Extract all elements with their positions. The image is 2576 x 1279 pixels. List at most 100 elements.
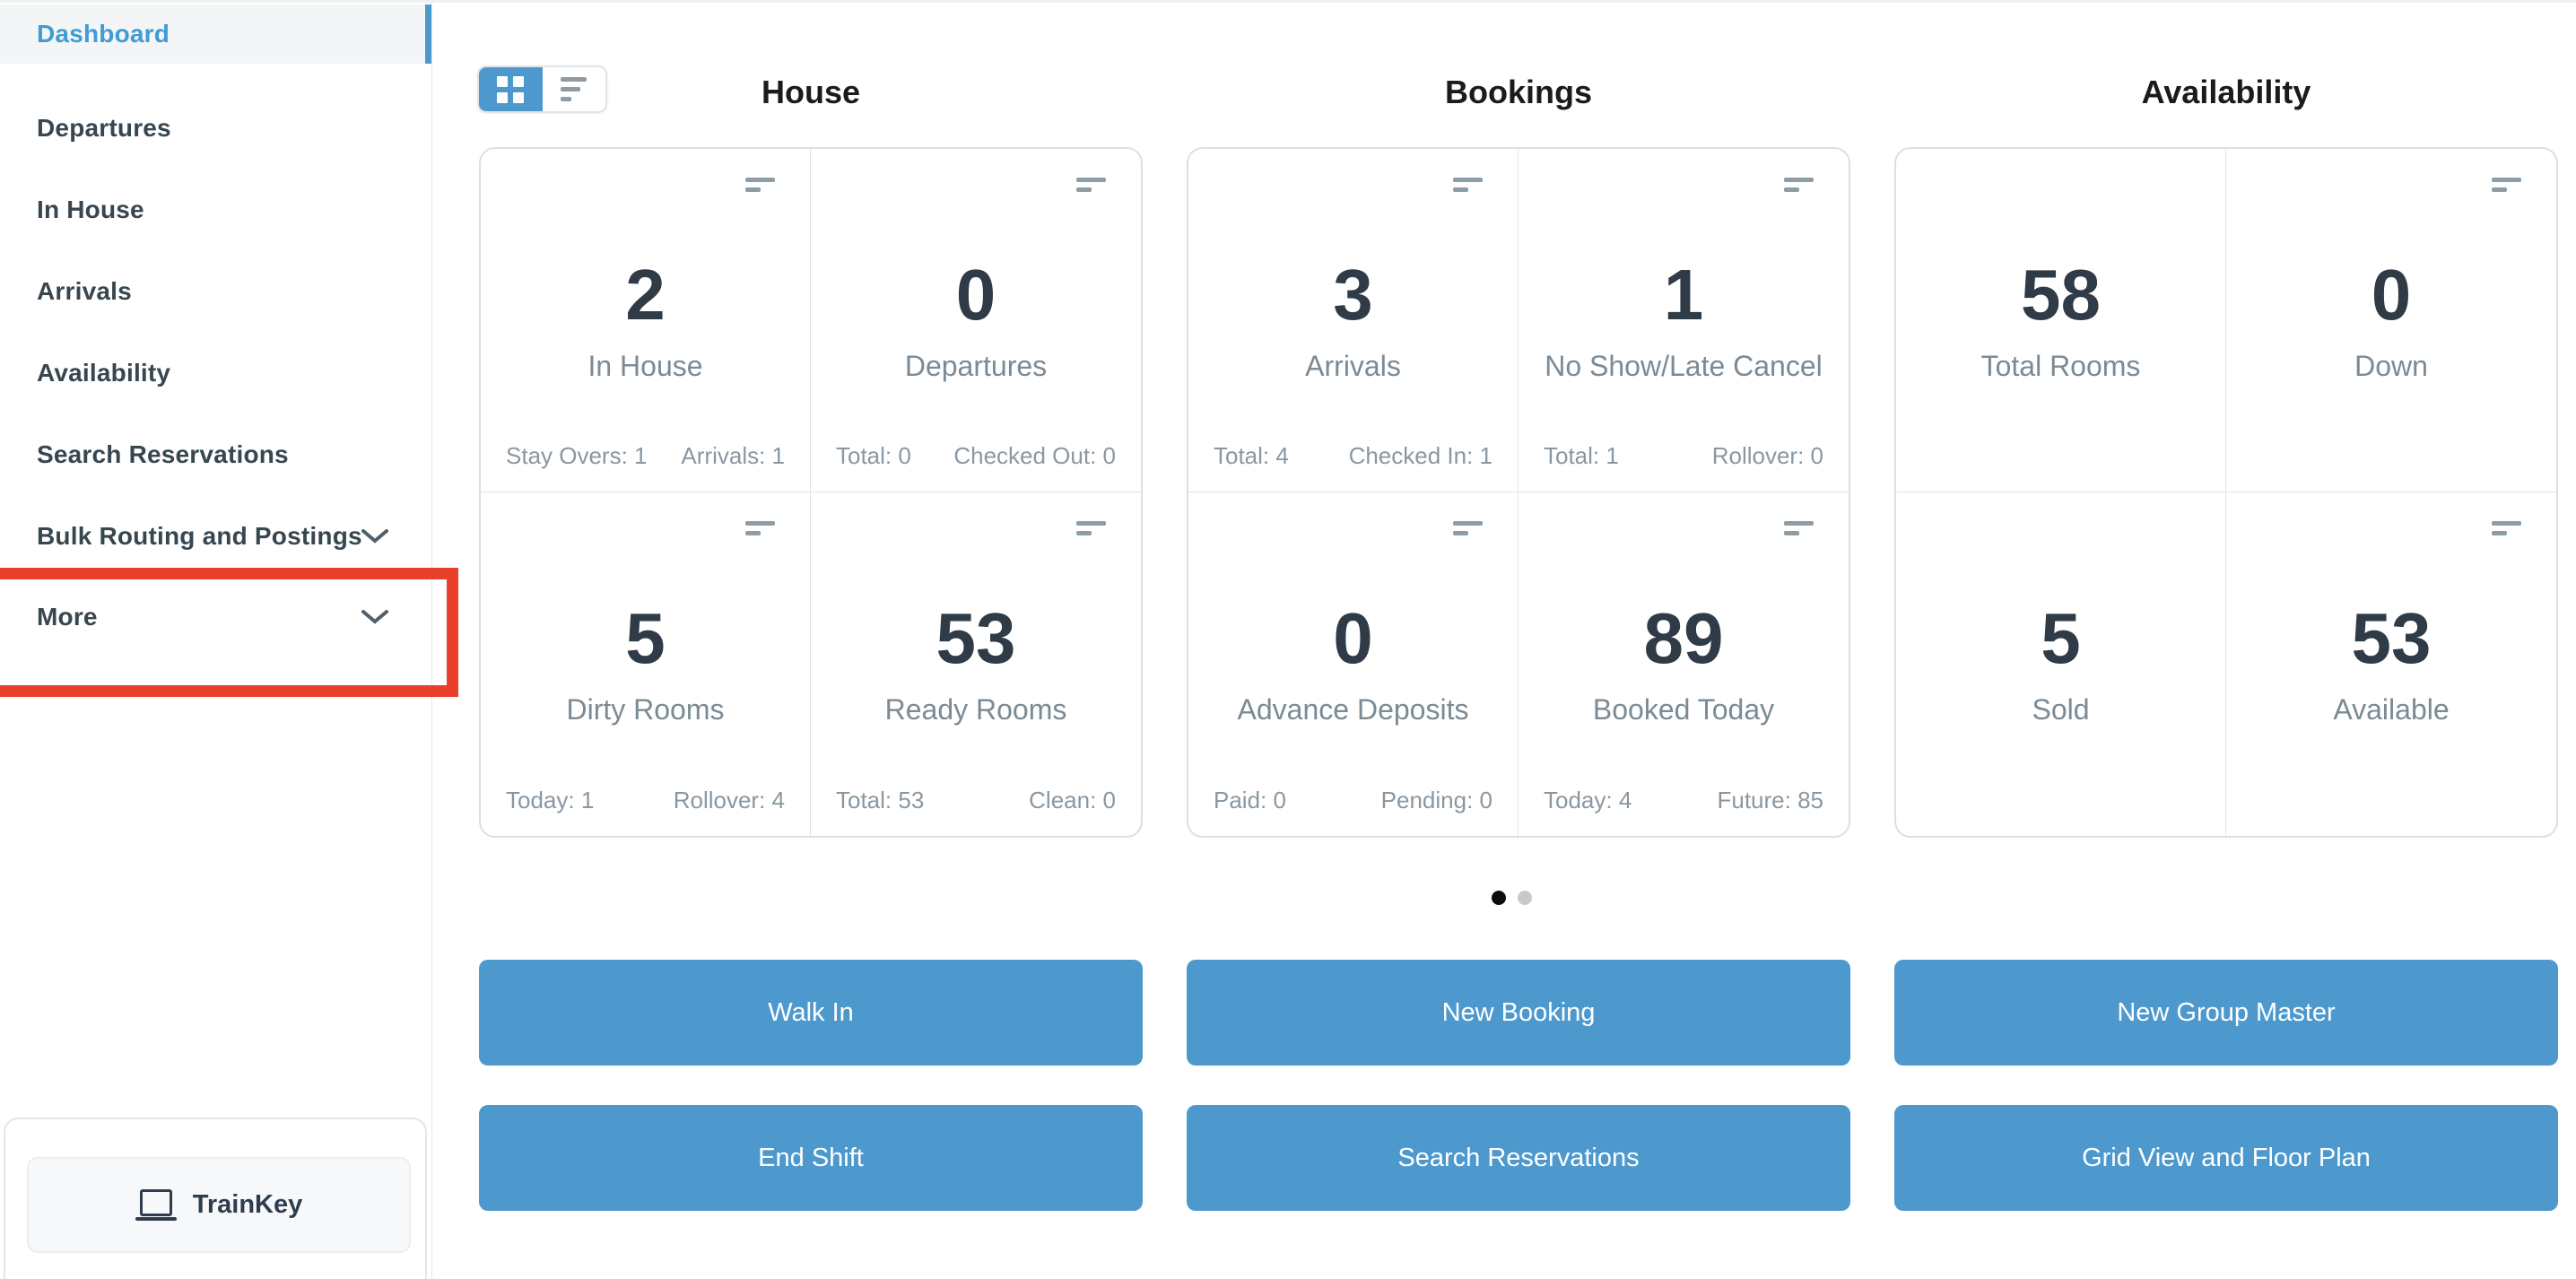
stat-card-arrivals[interactable]: 3 Arrivals Total: 4 Checked In: 1	[1188, 149, 1519, 492]
sidebar-item-label: In House	[37, 195, 144, 223]
grid-icon	[497, 75, 525, 103]
sidebar-item-label: Availability	[37, 358, 171, 387]
stat-label: Total Rooms	[1980, 350, 2141, 382]
stat-card-dirty-rooms[interactable]: 5 Dirty Rooms Today: 1 Rollover: 4	[481, 492, 811, 836]
stat-label: In House	[587, 350, 703, 382]
stat-label: Arrivals	[1305, 350, 1401, 382]
column-title-house: House	[761, 74, 861, 110]
view-toggle	[477, 65, 607, 113]
stat-card-in-house[interactable]: 2 In House Stay Overs: 1 Arrivals: 1	[481, 149, 811, 492]
trainkey-label: TrainKey	[192, 1190, 303, 1219]
card-menu-icon[interactable]	[1453, 178, 1483, 192]
end-shift-button[interactable]: End Shift	[479, 1105, 1143, 1211]
stat-card-booked-today[interactable]: 89 Booked Today Today: 4 Future: 85	[1519, 492, 1849, 836]
page-top-divider	[0, 0, 2576, 3]
stat-value: 1	[1663, 255, 1704, 335]
stat-detail-right: Checked Out: 0	[953, 442, 1116, 469]
sidebar-item-more[interactable]: More	[0, 576, 431, 657]
carousel-dot-1[interactable]	[1492, 891, 1506, 905]
chevron-down-icon	[361, 528, 388, 544]
sidebar-item-label: More	[37, 602, 98, 631]
sidebar-item-search-reservations[interactable]: Search Reservations	[0, 413, 431, 495]
stat-value: 0	[1333, 598, 1373, 678]
chevron-down-icon	[361, 609, 388, 624]
card-menu-icon[interactable]	[745, 521, 775, 535]
stat-detail-right: Checked In: 1	[1348, 442, 1493, 469]
sidebar-item-bulk-routing[interactable]: Bulk Routing and Postings	[0, 495, 431, 577]
sidebar-item-departures[interactable]: Departures	[0, 87, 431, 169]
sidebar-item-availability[interactable]: Availability	[0, 332, 431, 413]
card-menu-icon[interactable]	[2492, 178, 2521, 192]
stat-detail-right: Arrivals: 1	[681, 442, 785, 469]
stat-detail-left: Paid: 0	[1214, 787, 1286, 814]
stat-card-sold[interactable]: 5 Sold	[1896, 492, 2226, 836]
stat-card-available[interactable]: 53 Available	[2226, 492, 2556, 836]
sidebar-item-dashboard[interactable]: Dashboard	[0, 4, 431, 64]
stat-value: 2	[625, 255, 666, 335]
stat-label: Booked Today	[1592, 693, 1775, 726]
stat-card-departures[interactable]: 0 Departures Total: 0 Checked Out: 0	[811, 149, 1141, 492]
stat-detail-left: Today: 4	[1544, 787, 1632, 814]
card-menu-icon[interactable]	[1076, 178, 1106, 192]
card-menu-icon[interactable]	[2492, 521, 2521, 535]
stat-detail-left: Today: 1	[506, 787, 595, 814]
list-icon	[561, 77, 587, 101]
card-menu-icon[interactable]	[1453, 521, 1483, 535]
card-menu-icon[interactable]	[1784, 521, 1814, 535]
sidebar-item-arrivals[interactable]: Arrivals	[0, 250, 431, 332]
stat-card-down[interactable]: 0 Down	[2226, 149, 2556, 492]
stat-label: Advance Deposits	[1237, 693, 1469, 726]
stat-detail-left: Total: 53	[836, 787, 925, 814]
stat-value: 53	[2351, 598, 2432, 678]
stat-card-advance-deposits[interactable]: 0 Advance Deposits Paid: 0 Pending: 0	[1188, 492, 1519, 836]
stat-label: Down	[2354, 350, 2428, 382]
stat-card-ready-rooms[interactable]: 53 Ready Rooms Total: 53 Clean: 0	[811, 492, 1141, 836]
walk-in-button[interactable]: Walk In	[479, 960, 1143, 1066]
card-menu-icon[interactable]	[1784, 178, 1814, 192]
stat-label: Sold	[2032, 693, 2090, 726]
stat-value: 5	[625, 598, 666, 678]
column-title-availability: Availability	[2141, 74, 2311, 110]
stat-detail-right: Pending: 0	[1380, 787, 1493, 814]
sidebar-item-label: Dashboard	[37, 20, 170, 48]
stat-detail-left: Total: 4	[1214, 442, 1289, 469]
stat-value: 0	[2371, 255, 2412, 335]
stat-value: 0	[955, 255, 996, 335]
trainkey-card: TrainKey	[4, 1118, 427, 1279]
grid-view-floor-plan-button[interactable]: Grid View and Floor Plan	[1894, 1105, 2558, 1211]
stat-value: 53	[936, 598, 1016, 678]
list-view-button[interactable]	[543, 67, 606, 111]
stat-detail-left: Stay Overs: 1	[506, 442, 648, 469]
column-title-bookings: Bookings	[1444, 74, 1592, 110]
stat-card-no-show[interactable]: 1 No Show/Late Cancel Total: 1 Rollover:…	[1519, 149, 1849, 492]
stat-detail-left: Total: 1	[1544, 442, 1619, 469]
stat-value: 5	[2041, 598, 2081, 678]
grid-view-button[interactable]	[479, 67, 543, 111]
stat-detail-right: Clean: 0	[1029, 787, 1116, 814]
trainkey-button[interactable]: TrainKey	[27, 1157, 411, 1253]
new-booking-button[interactable]: New Booking	[1187, 960, 1850, 1066]
bookings-section: 3 Arrivals Total: 4 Checked In: 1 1 No S…	[1187, 147, 1850, 838]
main-content: House Bookings Availability 2 In House S…	[432, 0, 2576, 1279]
carousel-dot-2[interactable]	[1518, 891, 1532, 905]
sidebar-item-label: Search Reservations	[37, 439, 289, 468]
stat-value: 89	[1643, 598, 1724, 678]
search-reservations-button[interactable]: Search Reservations	[1187, 1105, 1850, 1211]
sidebar-item-label: Bulk Routing and Postings	[37, 521, 362, 550]
sidebar-item-label: Arrivals	[37, 276, 132, 305]
availability-section: 58 Total Rooms 0 Down 5 Sold 53 Availabl…	[1894, 147, 2558, 838]
card-menu-icon[interactable]	[1076, 521, 1106, 535]
card-menu-icon[interactable]	[745, 178, 775, 192]
sidebar: Dashboard Departures In House Arrivals A…	[0, 3, 458, 1279]
stat-label: Ready Rooms	[884, 693, 1067, 726]
sidebar-item-in-house[interactable]: In House	[0, 169, 431, 250]
laptop-icon	[135, 1188, 177, 1222]
stat-value: 3	[1333, 255, 1373, 335]
stat-label: Dirty Rooms	[566, 693, 725, 726]
stat-label: Available	[2333, 693, 2450, 726]
stat-card-total-rooms[interactable]: 58 Total Rooms	[1896, 149, 2226, 492]
stat-label: Departures	[904, 350, 1048, 382]
stat-value: 58	[2021, 255, 2101, 335]
new-group-master-button[interactable]: New Group Master	[1894, 960, 2558, 1066]
stat-detail-right: Rollover: 4	[673, 787, 785, 814]
